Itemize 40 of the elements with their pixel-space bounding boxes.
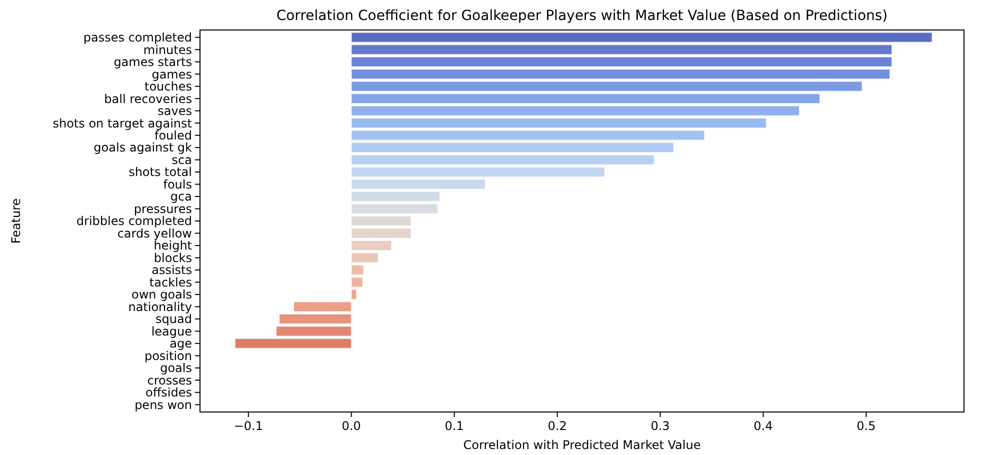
y-tick-label: age	[170, 336, 192, 351]
x-tick-label: 0.1	[444, 419, 464, 433]
y-tick-label: goals	[160, 361, 192, 376]
y-tick-label: dribbles completed	[76, 214, 192, 228]
y-tick-label: fouls	[163, 177, 192, 192]
y-tick-label: minutes	[143, 42, 192, 57]
y-tick-label: assists	[152, 263, 192, 278]
y-tick-label: pens won	[134, 398, 192, 412]
x-tick-label: 0.2	[548, 419, 567, 433]
y-tick-label: touches	[144, 80, 192, 94]
y-tick-label: goals against gk	[94, 140, 192, 155]
y-tick-label: gca	[170, 190, 192, 204]
y-tick-label: blocks	[154, 250, 192, 265]
y-tick-label: sca	[172, 152, 192, 167]
y-tick-label: games starts	[114, 55, 192, 70]
y-tick-label: crosses	[147, 373, 192, 388]
y-tick-label: games	[152, 67, 192, 82]
y-tick-label: shots on target against	[52, 116, 192, 130]
y-tick-label: position	[144, 348, 192, 363]
y-tick-label: nationality	[128, 300, 192, 314]
y-tick-label: league	[151, 324, 192, 338]
y-tick-label: shots total	[128, 165, 192, 180]
y-tick-label: ball recoveries	[104, 92, 192, 106]
y-tick-label: cards yellow	[117, 226, 192, 240]
x-tick-label: −0.1	[234, 419, 263, 433]
y-axis-title: Feature	[9, 198, 23, 244]
y-tick-label: pressures	[134, 202, 192, 216]
y-tick-label: own goals	[132, 288, 192, 302]
y-tick-label: tackles	[149, 275, 192, 290]
y-tick-label: passes completed	[83, 30, 192, 45]
chart-title: Correlation Coefficient for Goalkeeper Players with Market Value (Based on Predictions)	[276, 8, 888, 24]
x-axis-title: Correlation with Predicted Market Value	[463, 438, 701, 452]
y-tick-label: saves	[158, 104, 192, 118]
x-tick-label: 0.5	[856, 419, 876, 433]
x-tick-label: 0.3	[650, 419, 670, 433]
x-tick-label: 0.4	[754, 419, 773, 433]
y-tick-label: height	[154, 238, 192, 253]
y-tick-label: squad	[156, 312, 192, 326]
x-tick-label: 0.0	[342, 419, 361, 433]
y-tick-label: offsides	[146, 386, 192, 400]
